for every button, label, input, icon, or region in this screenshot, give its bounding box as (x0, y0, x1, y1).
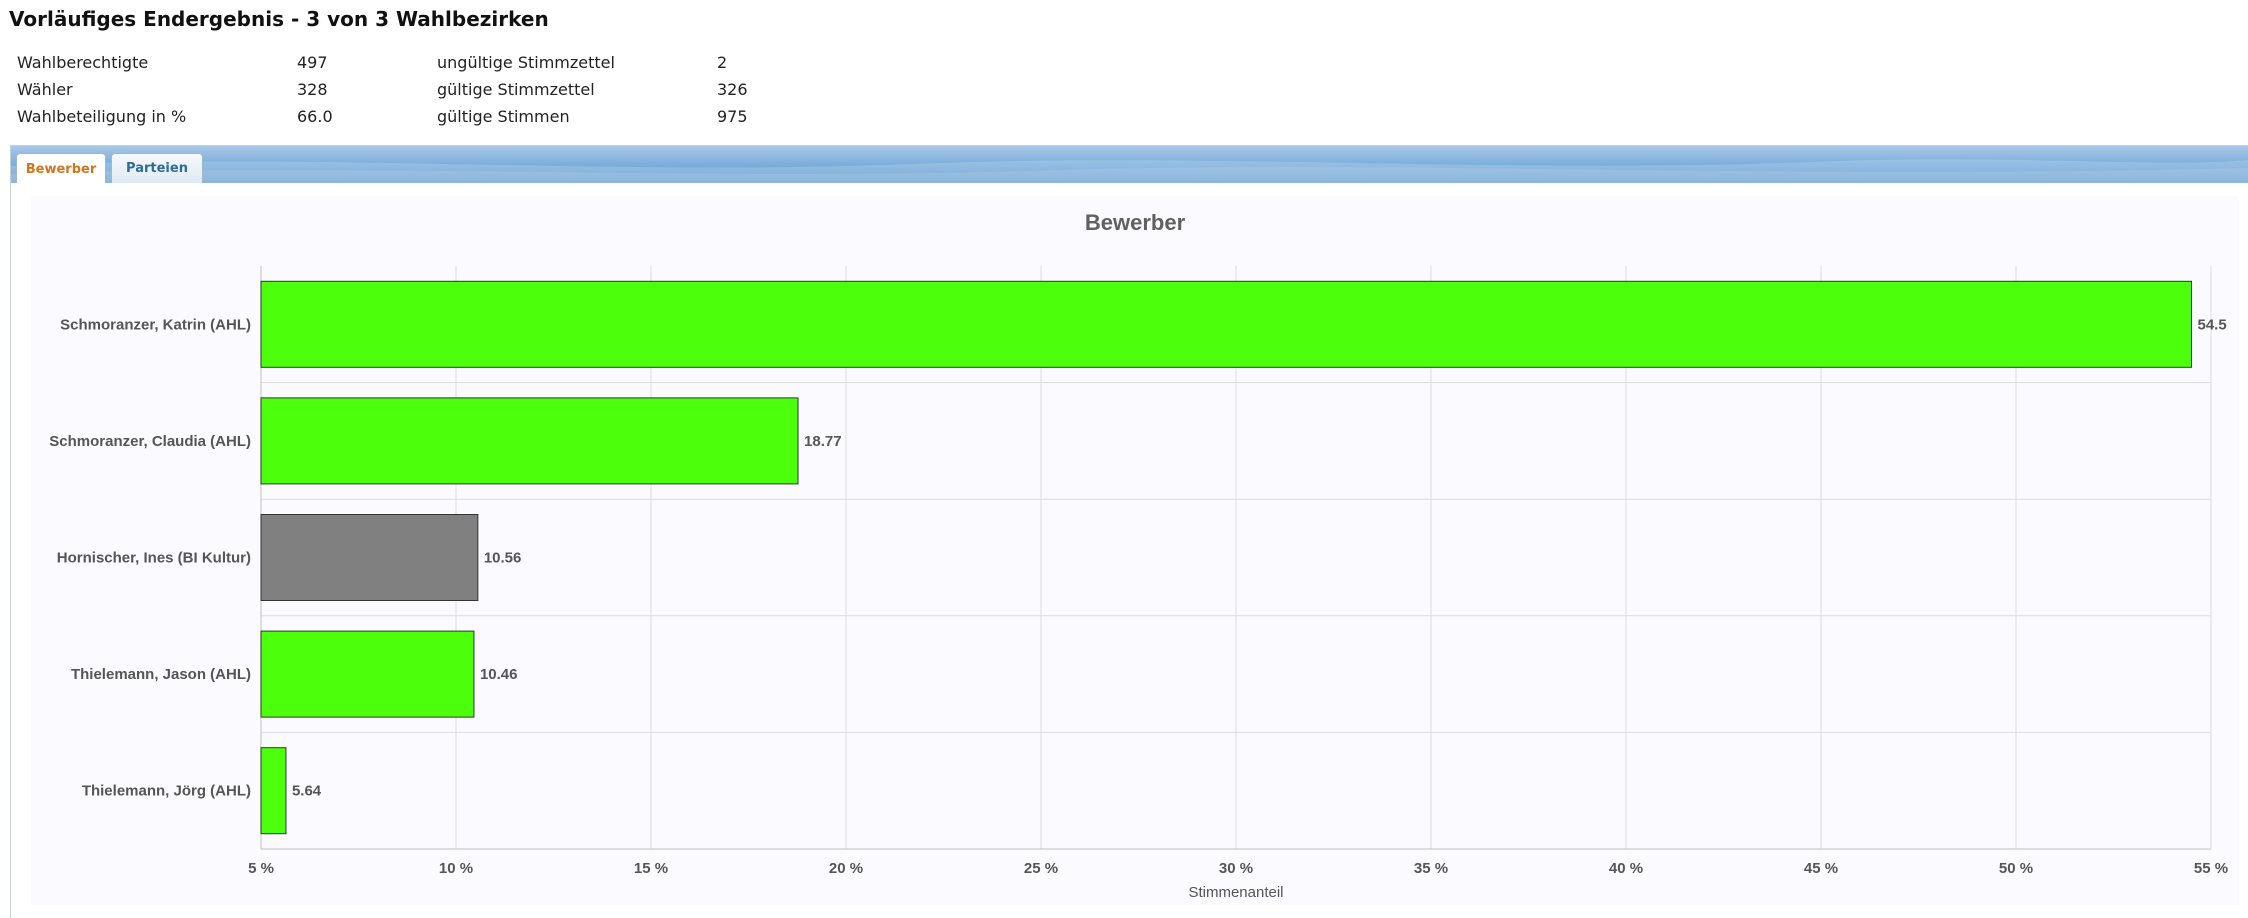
bar (260, 630, 475, 718)
stat-value: 975 (717, 107, 748, 126)
tick-label: 15 % (634, 860, 668, 877)
tick-label: 55 % (2194, 860, 2228, 877)
stat-value: 497 (297, 53, 328, 72)
tab-strip-wave (11, 159, 2248, 183)
stat-label: ungültige Stimmzettel (437, 53, 615, 72)
data-label: 10.46 (480, 666, 518, 683)
stat-value: 326 (717, 80, 748, 99)
tab-strip: Bewerber Parteien (11, 146, 2248, 183)
chart-panel: Bewerber Schmoranzer, Katrin (AHL) 54.5 Sc… (31, 196, 2239, 905)
stat-label: gültige Stimmen (437, 107, 570, 126)
bar (260, 397, 799, 485)
tick-label: 45 % (1804, 860, 1838, 877)
bar (260, 280, 2192, 368)
stat-value: 66.0 (297, 107, 333, 126)
tick-label: 5 % (248, 860, 274, 877)
tab-container: Bewerber Parteien Bewerber Schmoranzer, … (10, 145, 2248, 918)
tab-bewerber[interactable]: Bewerber (16, 153, 106, 183)
bar-chart: Schmoranzer, Katrin (AHL) 54.5 Schmoranzer… (49, 266, 2228, 901)
category-label: Hornischer, Ines (BI Kultur) (57, 550, 251, 567)
tick-label: 10 % (439, 860, 473, 877)
stat-label: Wähler (17, 80, 73, 99)
tick-label: 40 % (1609, 860, 1643, 877)
x-axis-label: Stimmenanteil (1188, 884, 1283, 901)
category-label: Schmoranzer, Katrin (AHL) (60, 316, 251, 333)
stat-value: 328 (297, 80, 328, 99)
category-label: Thielemann, Jason (AHL) (71, 666, 251, 683)
stat-label: Wahlbeteiligung in % (17, 107, 187, 126)
bar (260, 747, 287, 835)
data-label: 10.56 (484, 550, 522, 567)
chart-title: Bewerber (1084, 210, 1186, 235)
data-label: 18.77 (804, 433, 842, 450)
stat-label: gültige Stimmzettel (437, 80, 595, 99)
stat-value: 2 (717, 53, 728, 72)
data-label: 5.64 (292, 783, 322, 800)
category-label: Schmoranzer, Claudia (AHL) (49, 433, 251, 450)
tab-parteien[interactable]: Parteien (111, 153, 203, 183)
tick-label: 25 % (1024, 860, 1058, 877)
tick-label: 30 % (1219, 860, 1253, 877)
tick-label: 50 % (1999, 860, 2033, 877)
category-label: Thielemann, Jörg (AHL) (82, 783, 251, 800)
bar (260, 514, 479, 601)
tick-label: 20 % (829, 860, 863, 877)
stat-label: Wahlberechtigte (17, 53, 149, 72)
tick-label: 35 % (1414, 860, 1448, 877)
data-label: 54.5 (2198, 316, 2227, 333)
page-title: Vorläufiges Endergebnis - 3 von 3 Wahlbe… (9, 7, 549, 31)
